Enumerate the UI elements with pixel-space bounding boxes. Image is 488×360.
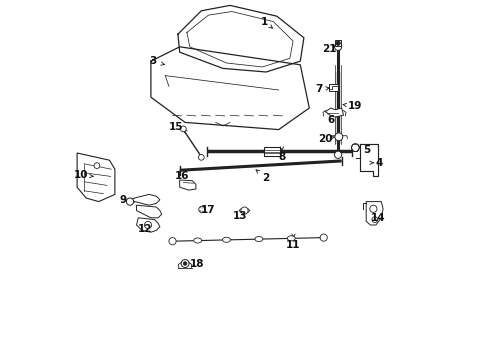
Text: 13: 13 <box>232 211 247 221</box>
Circle shape <box>181 260 189 267</box>
Text: 5: 5 <box>363 145 370 155</box>
Text: 17: 17 <box>201 205 215 215</box>
Text: 9: 9 <box>119 195 126 205</box>
Polygon shape <box>325 108 343 117</box>
Text: 8: 8 <box>278 152 285 162</box>
Text: 16: 16 <box>175 171 189 181</box>
Text: 19: 19 <box>347 101 362 111</box>
Text: 14: 14 <box>369 213 384 223</box>
Bar <box>335 72 340 144</box>
Circle shape <box>334 133 342 141</box>
Text: 2: 2 <box>262 173 269 183</box>
Circle shape <box>183 262 186 265</box>
Text: 10: 10 <box>74 170 88 180</box>
Polygon shape <box>136 205 162 218</box>
Circle shape <box>198 154 204 160</box>
Text: 11: 11 <box>285 240 300 250</box>
Circle shape <box>241 207 247 214</box>
Bar <box>335 40 340 46</box>
Circle shape <box>180 126 186 132</box>
Text: 15: 15 <box>168 122 183 132</box>
Ellipse shape <box>222 237 230 242</box>
Polygon shape <box>366 202 382 225</box>
Text: 21: 21 <box>322 44 336 54</box>
Bar <box>264 147 280 156</box>
Circle shape <box>144 221 151 229</box>
Ellipse shape <box>254 237 263 242</box>
Text: 20: 20 <box>317 134 332 144</box>
Polygon shape <box>136 218 160 232</box>
Text: 12: 12 <box>138 224 152 234</box>
Circle shape <box>334 151 341 158</box>
Ellipse shape <box>287 236 295 241</box>
Circle shape <box>335 41 340 45</box>
Bar <box>329 84 337 91</box>
Circle shape <box>369 205 376 212</box>
Text: 4: 4 <box>375 158 383 168</box>
Ellipse shape <box>193 238 201 243</box>
Polygon shape <box>151 47 309 130</box>
Polygon shape <box>131 194 160 205</box>
Polygon shape <box>178 5 303 72</box>
Polygon shape <box>77 153 115 202</box>
Text: 6: 6 <box>326 114 334 125</box>
Circle shape <box>371 217 377 222</box>
Polygon shape <box>179 180 196 190</box>
Text: 3: 3 <box>149 56 156 66</box>
Circle shape <box>94 163 100 168</box>
Text: 7: 7 <box>314 84 322 94</box>
Circle shape <box>320 234 326 241</box>
Text: 1: 1 <box>260 17 267 27</box>
Text: 18: 18 <box>189 258 204 269</box>
Circle shape <box>168 238 176 245</box>
Circle shape <box>126 198 133 205</box>
Circle shape <box>351 144 359 152</box>
Circle shape <box>199 206 205 213</box>
Circle shape <box>334 43 341 50</box>
